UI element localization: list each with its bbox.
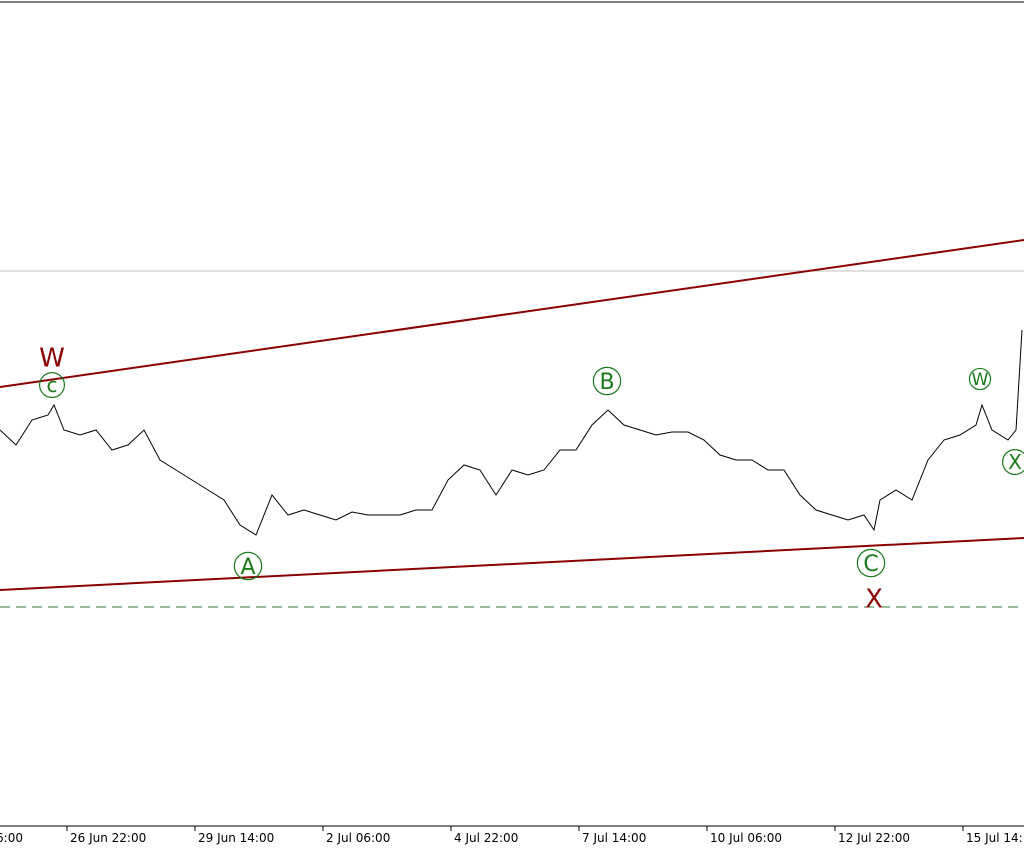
wave-circle [1002,449,1024,475]
wave-label: W [39,343,65,373]
x-tick-label: 4 Jul 22:00 [454,831,518,845]
wave-label: X [865,584,883,614]
wave-label: c [47,373,58,397]
price-line [0,329,1023,536]
wave-circle [38,372,65,399]
x-tick-label: 26 Jun 22:00 [70,831,146,845]
wave-label: W [972,370,989,390]
wave-label: X [1008,450,1022,474]
wave-circle [856,548,886,578]
x-tick-label: 12 Jul 22:00 [838,831,910,845]
wave-label: B [599,370,614,395]
x-tick-label: 29 Jun 14:00 [198,831,274,845]
lower-trendline [0,537,1024,591]
x-tick-label: 2 Jul 06:00 [326,831,390,845]
wave-label: C [863,552,878,577]
wave-circle [233,551,263,581]
x-tick-label: 7 Jul 14:00 [582,831,646,845]
x-tick-label: 15 Jul 14: [966,831,1023,845]
wave-circle [968,367,992,391]
x-tick-label: 10 Jul 06:00 [710,831,782,845]
wave-label: A [240,555,255,580]
x-tick-label: 6:00 [0,831,23,845]
wave-circle [592,366,622,396]
upper-trendline [0,239,1024,388]
